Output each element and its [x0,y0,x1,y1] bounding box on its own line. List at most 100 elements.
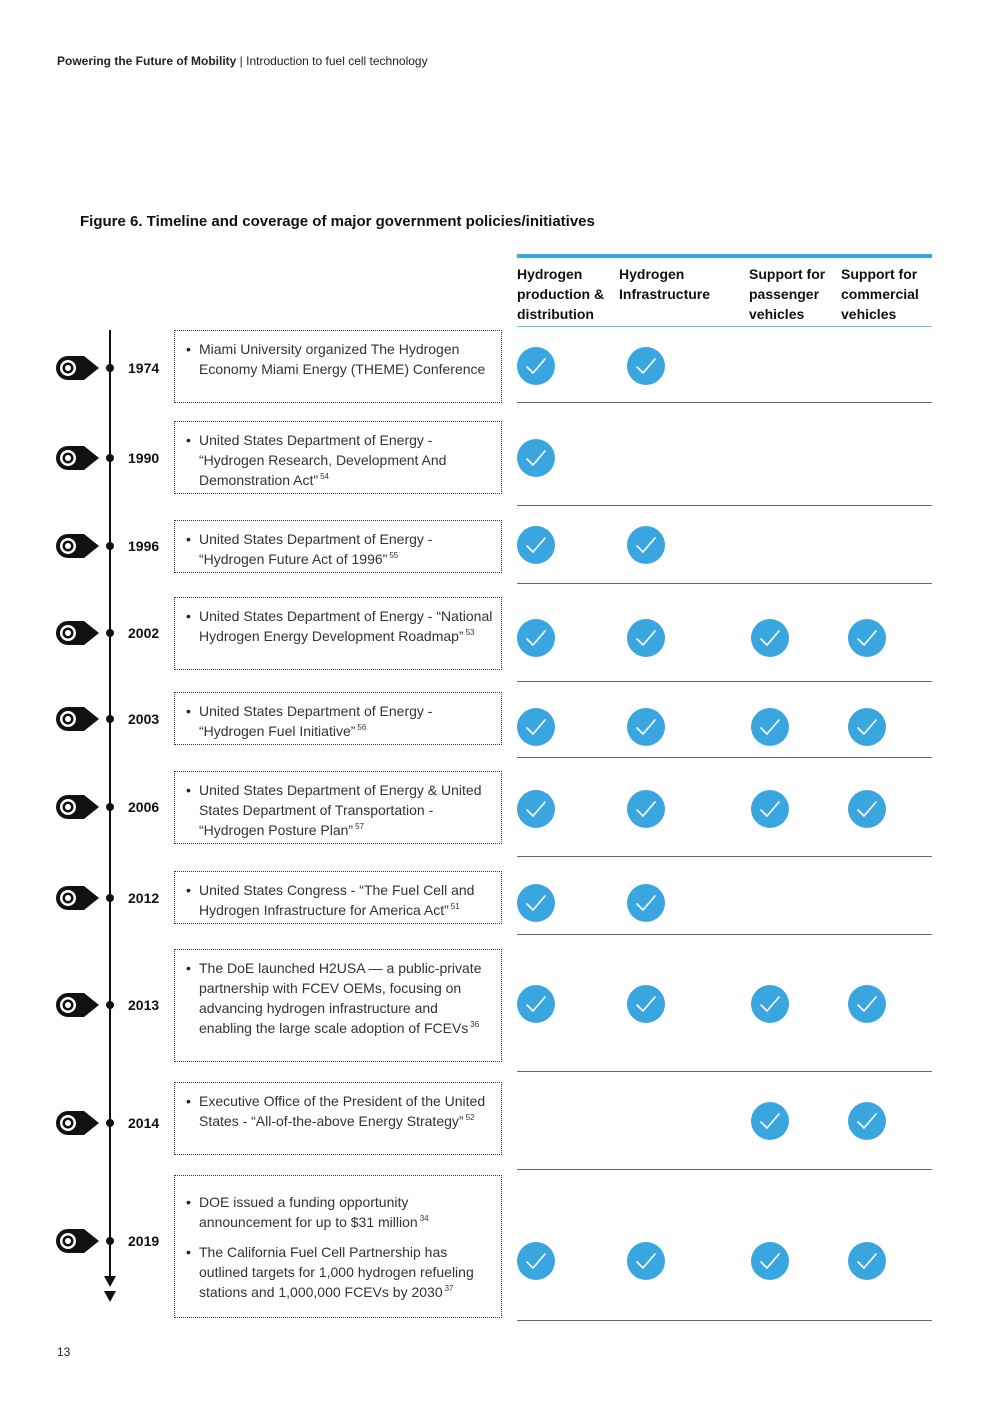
header-divider [517,326,932,327]
check-circle-icon [627,790,665,828]
location-pin-icon [56,992,102,1018]
check-circle-icon [848,1102,886,1140]
policy-item: Miami University organized The Hydrogen … [183,339,493,379]
policy-item: DOE issued a funding opportunity announc… [183,1192,493,1232]
policy-item: United States Department of Energy & Uni… [183,780,493,840]
check-circle-icon [848,790,886,828]
policy-box-1996: United States Department of Energy - “Hy… [174,520,502,573]
check-circle-icon [627,985,665,1023]
policy-box-1974: Miami University organized The Hydrogen … [174,330,502,403]
row-divider [517,757,932,758]
location-pin-icon [56,885,102,911]
section-title: Introduction to fuel cell technology [246,54,428,68]
reference-superscript: 54 [320,472,329,482]
arrow-down-icon [104,1276,116,1287]
check-circle-icon [848,1242,886,1280]
policy-box-2012: United States Congress - “The Fuel Cell … [174,871,502,924]
check-circle-icon [751,1102,789,1140]
row-divider [517,1169,932,1170]
check-circle-icon [517,1242,555,1280]
check-circle-icon [517,985,555,1023]
header-separator: | [239,54,243,68]
reference-superscript: 37 [444,1284,454,1294]
year-label: 2013 [128,997,160,1013]
policy-item: United States Department of Energy - “Hy… [183,529,493,569]
running-header: Powering the Future of Mobility | Introd… [57,54,428,68]
location-pin-icon [56,355,102,381]
row-divider [517,856,932,857]
check-circle-icon [517,439,555,477]
reference-superscript: 56 [357,723,367,733]
location-pin-icon [56,706,102,732]
publication-title: Powering the Future of Mobility [57,54,237,68]
row-divider [517,505,932,506]
policy-text: United States Department of Energy - “Hy… [199,531,433,567]
check-circle-icon [517,708,555,746]
policy-item: Executive Office of the President of the… [183,1091,493,1131]
location-pin-icon [56,445,102,471]
policy-box-2003: United States Department of Energy - “Hy… [174,692,502,745]
col-header-infrastructure: Hydrogen Infrastructure [619,266,711,302]
row-divider [517,1071,932,1072]
check-circle-icon [751,619,789,657]
reference-superscript: 52 [465,1113,475,1123]
timeline-dot [106,1119,114,1127]
location-pin-icon [56,794,102,820]
timeline-dot [106,894,114,902]
timeline-dot [106,715,114,723]
row-divider [517,934,932,935]
check-circle-icon [848,708,886,746]
check-circle-icon [517,884,555,922]
reference-superscript: 57 [355,822,364,832]
policy-text: United States Congress - “The Fuel Cell … [199,882,475,918]
reference-superscript: 55 [389,551,399,561]
policy-box-2002: United States Department of Energy - “Na… [174,597,502,670]
policy-item: United States Congress - “The Fuel Cell … [183,880,493,920]
policy-item: The California Fuel Cell Partnership has… [183,1242,493,1302]
year-label: 1996 [128,538,160,554]
reference-superscript: 51 [450,902,460,912]
policy-box-2013: The DoE launched H2USA — a public-privat… [174,949,502,1062]
col-header-production: Hydrogen production & distribution [517,266,605,322]
check-circle-icon [751,790,789,828]
policy-text: United States Department of Energy - “Na… [199,608,493,644]
policy-text: The California Fuel Cell Partnership has… [199,1244,474,1300]
figure-title: Figure 6. Timeline and coverage of major… [80,213,595,230]
check-circle-icon [517,790,555,828]
reference-superscript: 53 [465,628,475,638]
arrow-down-icon [104,1291,116,1302]
col-header-commercial: Support for commercial vehicles [841,266,919,322]
row-divider [517,681,932,682]
year-label: 2003 [128,711,160,727]
year-label: 2014 [128,1115,160,1131]
check-circle-icon [627,526,665,564]
year-label: 2002 [128,625,160,641]
policy-item: United States Department of Energy - “Na… [183,606,493,646]
year-label: 2006 [128,799,160,815]
year-label: 1974 [128,360,160,376]
policy-box-2019: DOE issued a funding opportunity announc… [174,1175,502,1318]
check-circle-icon [751,1242,789,1280]
col-header-passenger: Support for passenger vehicles [749,266,826,322]
row-divider [517,583,932,584]
location-pin-icon [56,533,102,559]
check-circle-icon [517,619,555,657]
check-circle-icon [627,884,665,922]
year-label: 1990 [128,450,160,466]
policy-text: The DoE launched H2USA — a public-privat… [199,960,482,1036]
check-circle-icon [627,619,665,657]
policy-text: United States Department of Energy & Uni… [199,782,482,838]
timeline-dot [106,803,114,811]
location-pin-icon [56,620,102,646]
reference-superscript: 34 [419,1214,429,1224]
check-circle-icon [517,526,555,564]
year-label: 2019 [128,1233,160,1249]
location-pin-icon [56,1228,102,1254]
policy-text: DOE issued a funding opportunity announc… [199,1194,418,1230]
policy-box-2006: United States Department of Energy & Uni… [174,771,502,844]
policy-text: Executive Office of the President of the… [199,1093,486,1129]
check-circle-icon [848,985,886,1023]
year-label: 2012 [128,890,160,906]
policy-text: United States Department of Energy - “Hy… [199,432,447,488]
check-circle-icon [627,708,665,746]
